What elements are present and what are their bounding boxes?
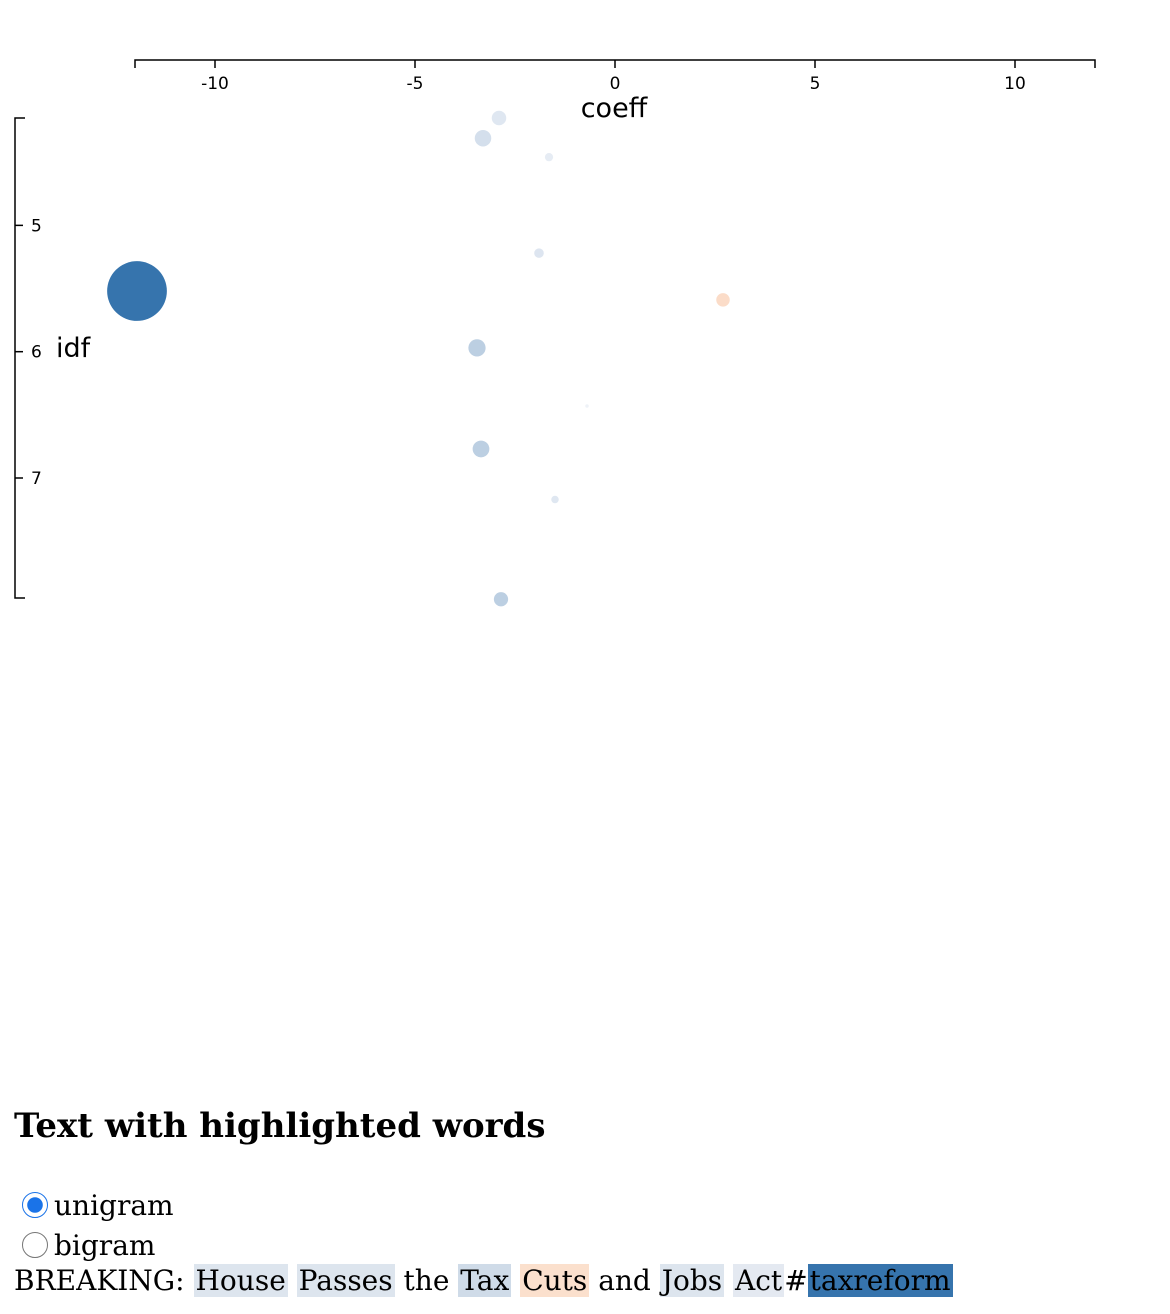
y-axis: 5 6 7 xyxy=(14,117,42,599)
data-point xyxy=(474,129,492,147)
radio-bigram-option[interactable]: bigram xyxy=(22,1226,155,1264)
y-tick-label: 5 xyxy=(31,216,42,236)
y-tick-label: 7 xyxy=(31,469,42,489)
text-token: # xyxy=(784,1264,808,1297)
x-axis: -10 -5 0 5 10 xyxy=(134,59,1096,94)
x-tick-label: -5 xyxy=(407,74,424,94)
data-point xyxy=(716,293,730,307)
data-point xyxy=(491,110,507,126)
radio-bigram-label: bigram xyxy=(54,1228,156,1262)
y-axis-line xyxy=(14,117,25,599)
radio-bigram[interactable] xyxy=(22,1232,48,1258)
x-tick-label: -10 xyxy=(201,74,229,94)
text-token: Cuts xyxy=(520,1264,590,1297)
text-token: House xyxy=(193,1264,288,1297)
scatter-chart: -10 -5 0 5 10 5 6 7 coeff idf xyxy=(14,59,1096,607)
data-points xyxy=(107,110,730,607)
x-tick-label: 5 xyxy=(810,74,821,94)
text-token: Jobs xyxy=(659,1264,725,1297)
data-point xyxy=(585,404,589,408)
data-point xyxy=(493,592,509,607)
radio-unigram-option[interactable]: unigram xyxy=(22,1186,174,1224)
text-token: taxreform xyxy=(807,1264,953,1297)
x-tick-label: 0 xyxy=(610,74,621,94)
x-tick-label: 10 xyxy=(1004,74,1026,94)
data-point xyxy=(544,153,554,162)
text-token: the xyxy=(403,1264,450,1297)
data-point xyxy=(468,339,486,357)
y-tick-label: 6 xyxy=(31,343,42,363)
text-token: Passes xyxy=(296,1264,395,1297)
text-token: Tax xyxy=(458,1264,512,1297)
text-token: and xyxy=(598,1264,651,1297)
radio-unigram[interactable] xyxy=(22,1192,48,1218)
y-axis-title: idf xyxy=(56,333,92,364)
section-title: Text with highlighted words xyxy=(14,1106,546,1146)
data-point xyxy=(534,248,544,258)
data-point xyxy=(107,261,167,321)
highlighted-text: BREAKING: House Passes the Tax Cuts and … xyxy=(14,1262,953,1300)
text-token: BREAKING: xyxy=(14,1264,185,1297)
radio-unigram-label: unigram xyxy=(54,1188,174,1222)
data-point xyxy=(472,440,490,458)
data-point xyxy=(551,495,559,504)
x-axis-title: coeff xyxy=(581,93,649,124)
text-token: Act xyxy=(733,1264,785,1297)
